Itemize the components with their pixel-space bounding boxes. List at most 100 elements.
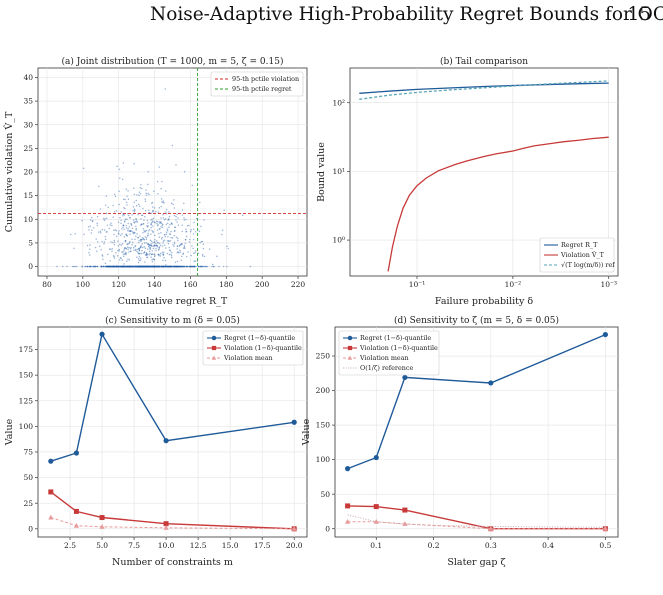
scatter-point [131,265,134,268]
scatter-point [152,265,155,268]
scatter-point [171,223,174,225]
scatter-point [131,265,134,268]
scatter-point [155,265,158,268]
scatter-point [117,265,120,268]
scatter-point [143,265,146,268]
scatter-point [129,217,132,219]
scatter-point [177,265,180,268]
scatter-point [156,244,158,247]
scatter-point [125,239,127,242]
x-tick-label: 100 [76,280,91,289]
scatter-point [116,265,119,268]
y-tick-label: 50 [320,490,330,499]
scatter-point [141,265,144,268]
scatter-point [110,241,112,243]
scatter-point [102,265,105,268]
scatter-point [109,224,111,226]
scatter-point [137,265,140,268]
scatter-point [135,265,137,268]
scatter-point [162,201,164,204]
scatter-point [136,221,139,223]
scatter-point [173,265,176,268]
scatter-point [190,254,192,257]
scatter-point [154,238,156,241]
scatter-point [169,265,172,268]
scatter-point [213,265,215,268]
scatter-point [109,265,111,268]
scatter-point [192,265,195,268]
scatter-point [120,222,122,224]
scatter-point [142,265,144,268]
x-tick-label: 200 [255,280,270,289]
scatter-point [94,265,97,268]
scatter-point [158,265,161,268]
scatter-point [152,265,154,268]
scatter-point [141,265,143,268]
scatter-point [117,240,119,242]
scatter-point [82,167,85,170]
scatter-point [203,219,205,221]
scatter-point [161,251,164,254]
scatter-point [100,265,103,268]
scatter-point [115,265,118,268]
scatter-point [194,251,196,254]
scatter-point [106,231,108,233]
scatter-point [141,265,143,268]
scatter-point [145,265,148,268]
scatter-point [148,265,151,268]
scatter-point [138,265,140,268]
scatter-point [94,246,97,249]
scatter-point [145,265,148,268]
scatter-point [89,265,91,268]
scatter-point [142,265,144,268]
scatter-point [131,231,134,233]
scatter-point [138,265,141,268]
scatter-point [191,265,194,268]
scatter-point [93,265,95,268]
scatter-point [168,211,170,213]
scatter-point [145,265,148,268]
scatter-point [142,232,144,234]
scatter-point [152,241,154,244]
scatter-point [156,224,159,227]
scatter-point [192,247,194,250]
scatter-point [125,265,127,268]
scatter-point [157,265,159,268]
panel-title: (b) Tail comparison [440,56,528,67]
scatter-point [153,190,155,192]
scatter-point [90,232,93,234]
scatter-point [135,225,137,227]
scatter-point [174,265,177,268]
scatter-point [108,265,111,268]
scatter-point [176,245,179,247]
scatter-point [154,265,157,268]
scatter-point [159,265,161,268]
scatter-point [130,265,133,268]
scatter-point [138,265,140,268]
x-tick-label: 0.2 [428,541,440,550]
scatter-point [139,246,142,248]
scatter-point [115,265,118,268]
scatter-point [221,229,224,232]
scatter-point [156,222,158,225]
scatter-point [122,265,124,268]
scatter-point [162,242,164,244]
scatter-point [106,265,109,268]
scatter-point [149,265,151,268]
scatter-point [141,214,144,216]
scatter-point [164,259,167,262]
scatter-point [145,265,148,268]
scatter-point [145,265,148,268]
scatter-point [198,265,200,268]
scatter-point [159,265,161,268]
scatter-point [149,265,152,268]
y-tick-label: 15 [23,191,33,200]
scatter-point [143,265,145,268]
scatter-point [181,209,184,211]
scatter-point [154,222,156,224]
scatter-point [138,255,141,258]
scatter-point [146,265,148,268]
legend-marker [347,335,353,341]
scatter-point [166,229,169,232]
scatter-point [135,248,137,251]
